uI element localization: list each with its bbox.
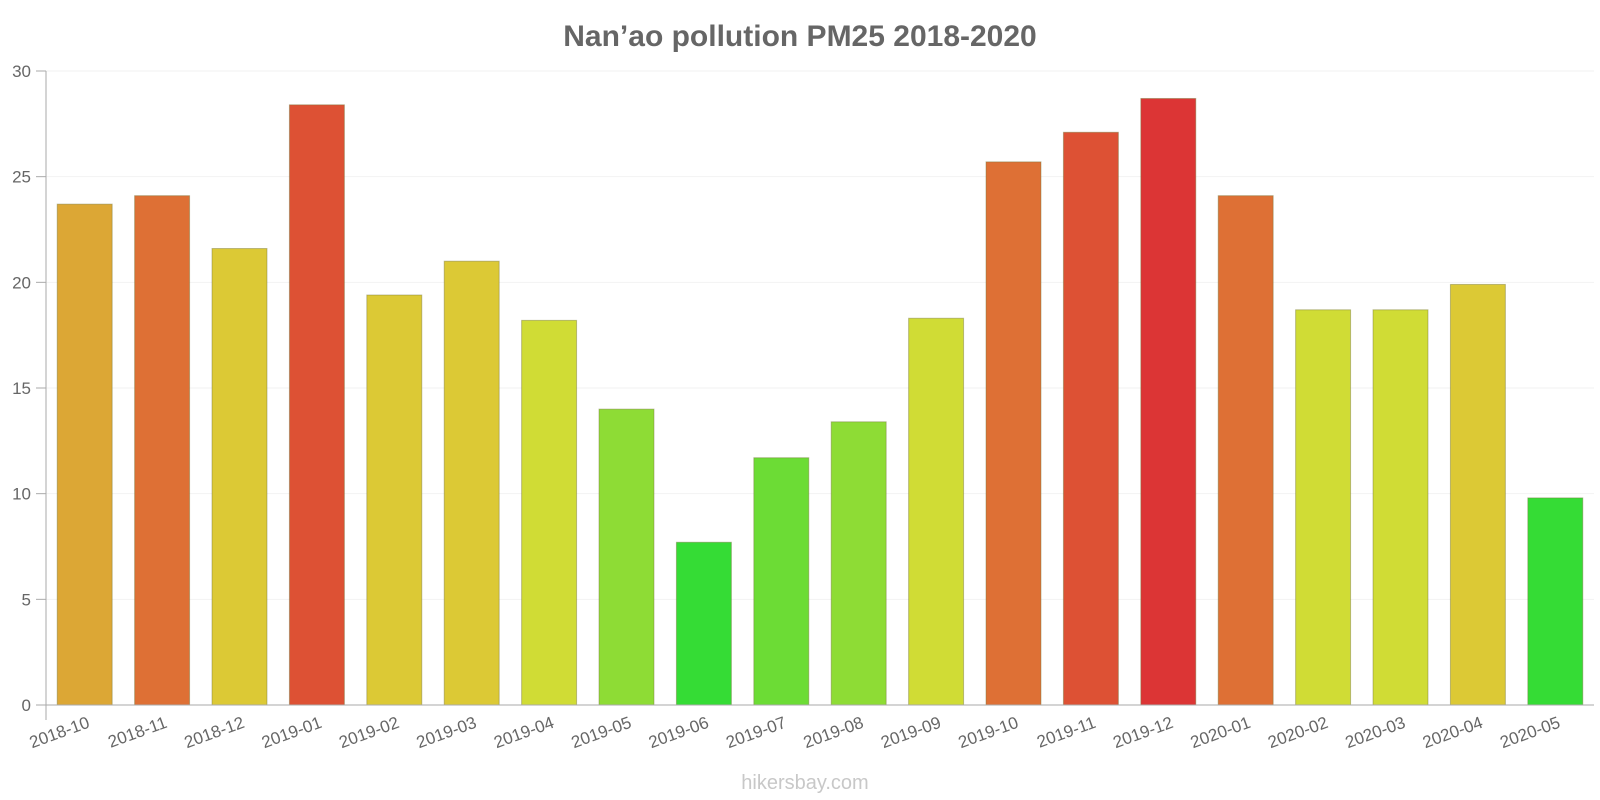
grid-lines [46,70,1594,600]
watermark-text: hikersbay.com [741,772,868,794]
bar-2019-04 [521,319,578,706]
y-tick-label: 10 [12,485,31,504]
bar-2019-12 [1140,97,1197,706]
bars [56,97,1584,706]
x-axis-labels: 2018-10 2018-11 2018-12 2019-01 2019-02 2019-… [27,713,1563,752]
y-tick-label: 25 [12,168,31,187]
x-tick-label: 2019-02 [337,713,402,752]
x-tick-label: 2019-07 [724,713,789,752]
bar-2019-02 [366,294,423,706]
bar-2020-02 [1295,309,1352,706]
bar-2019-10 [985,161,1042,706]
x-tick-label: 2019-03 [414,713,479,752]
x-tick-label: 2020-01 [1188,713,1253,752]
x-tick-label: 2019-01 [259,713,324,752]
x-tick-label: 2019-08 [801,713,866,752]
x-tick-label: 2019-05 [569,713,634,752]
y-tick-label: 0 [22,696,31,715]
x-tick-label: 2020-04 [1420,713,1485,752]
x-tick-label: 2020-03 [1343,713,1408,752]
y-tick-label: 5 [22,590,31,609]
x-tick-label: 2020-02 [1265,713,1330,752]
x-tick-label: 2020-05 [1498,713,1563,752]
bar-2019-01 [288,104,345,706]
y-axis-ticks: 0 5 10 15 20 25 30 [12,62,46,715]
y-tick-label: 20 [12,273,31,292]
bar-2018-12 [211,248,268,706]
bar-2019-11 [1062,131,1119,706]
x-tick-label: 2019-10 [956,713,1021,752]
bar-2020-04 [1449,283,1506,706]
x-tick-label: 2019-09 [878,713,943,752]
bar-2019-07 [753,457,810,706]
bar-2019-08 [830,421,887,706]
y-tick-label: 15 [12,379,31,398]
x-tick-label: 2018-10 [27,713,92,752]
axes [36,71,1594,720]
bar-2020-01 [1217,195,1274,706]
x-tick-label: 2018-12 [182,713,247,752]
bar-2020-03 [1372,309,1429,706]
bar-2019-09 [908,317,965,706]
bar-2020-05 [1527,497,1584,706]
x-tick-label: 2019-06 [646,713,711,752]
bar-2019-06 [675,541,732,706]
x-tick-label: 2018-11 [106,713,170,752]
bar-2018-10 [56,203,113,706]
bar-2019-03 [443,260,500,706]
y-tick-label: 30 [12,62,31,81]
x-tick-label: 2019-12 [1111,713,1176,752]
bar-2018-11 [134,195,191,706]
x-tick-label: 2019-11 [1034,713,1098,752]
x-tick-label: 2019-04 [491,713,556,752]
bar-2019-05 [598,408,655,706]
chart-title: Nan’ao pollution PM25 2018-2020 [563,20,1036,53]
